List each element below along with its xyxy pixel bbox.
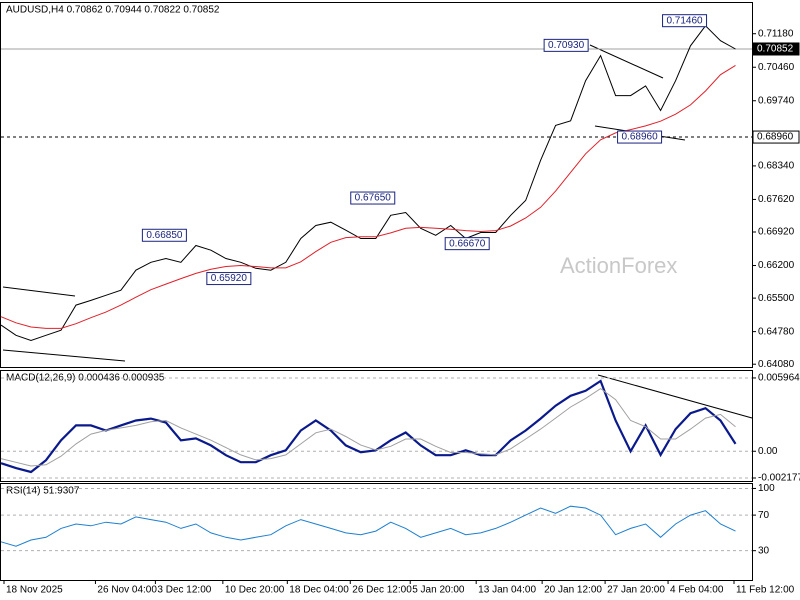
series-line: [0, 387, 736, 467]
annotation-label: 0.65920: [211, 273, 248, 284]
trend-line: [597, 374, 753, 419]
price-title: AUDUSD,H4 0.70862 0.70944 0.70822 0.7085…: [6, 5, 220, 16]
x-tick-label: 20 Jan 12:00: [544, 585, 602, 596]
rsi-panel: [0, 483, 753, 581]
x-tick-label: 27 Jan 20:00: [607, 585, 665, 596]
y-tick-label: 0.66200: [758, 260, 795, 271]
x-tick-label: 26 Dec 12:00: [352, 585, 412, 596]
y-tick-label: 0.69740: [758, 95, 795, 106]
price-label-box: [752, 130, 800, 144]
x-tick-label: 3 Dec 12:00: [157, 585, 211, 596]
price-panel: [0, 2, 753, 368]
annotation-box: [141, 228, 187, 242]
y-tick-label: 0.68340: [758, 161, 795, 172]
annotation-label: 0.66670: [449, 238, 486, 249]
macd-panel: [0, 370, 753, 482]
y-tick-label: -0.002177: [758, 473, 800, 484]
x-tick-label: 26 Nov 04:00: [97, 585, 157, 596]
y-tick-label: 0.70460: [758, 62, 795, 73]
series-line: [0, 64, 736, 329]
y-tick-label: 70: [758, 510, 770, 521]
trend-line: [2, 286, 76, 297]
annotation-box: [206, 272, 252, 286]
annotation-label: 0.67650: [355, 193, 392, 204]
y-tick-label: 0.64780: [758, 326, 795, 337]
x-tick-label: 18 Nov 2025: [6, 585, 63, 596]
y-tick-label: 100: [758, 483, 775, 494]
x-tick-label: 5 Jan 20:00: [412, 585, 465, 596]
price-label: 0.68960: [757, 132, 794, 143]
annotation-box: [662, 14, 708, 28]
annotation-label: 0.71460: [666, 15, 703, 26]
series-line: [0, 25, 736, 342]
annotation-box: [350, 191, 396, 205]
annotation-box: [617, 130, 663, 144]
x-tick-label: 10 Dec 20:00: [225, 585, 285, 596]
rsi-title: RSI(14) 51.9307: [6, 486, 80, 497]
x-tick-label: 13 Jan 04:00: [478, 585, 536, 596]
trend-line: [589, 44, 664, 79]
y-tick-label: 0.64080: [758, 359, 795, 370]
annotation-label: 0.66850: [146, 230, 183, 241]
y-tick-label: 0.71180: [758, 28, 794, 39]
y-tick-label: 0.00: [758, 446, 778, 457]
price-label-box: [752, 42, 800, 56]
x-tick-label: 11 Feb 12:00: [736, 585, 795, 596]
x-tick-label: 4 Feb 04:00: [670, 585, 724, 596]
annotation-box: [444, 237, 490, 251]
x-tick-label: 18 Dec 04:00: [289, 585, 349, 596]
y-tick-label: 0.65500: [758, 293, 795, 304]
series-line: [0, 379, 737, 474]
watermark: ActionForex: [560, 253, 677, 278]
series-line: [0, 505, 736, 547]
y-tick-label: 30: [758, 545, 770, 556]
y-tick-label: 0.66920: [758, 227, 795, 238]
annotation-box: [543, 38, 589, 52]
annotation-label: 0.70930: [548, 40, 585, 51]
annotation-label: 0.68960: [621, 132, 658, 143]
y-tick-label: 0.005964: [758, 373, 800, 384]
y-tick-label: 0.67620: [758, 194, 795, 205]
price-label: 0.70852: [757, 44, 794, 55]
trend-line: [2, 349, 126, 362]
